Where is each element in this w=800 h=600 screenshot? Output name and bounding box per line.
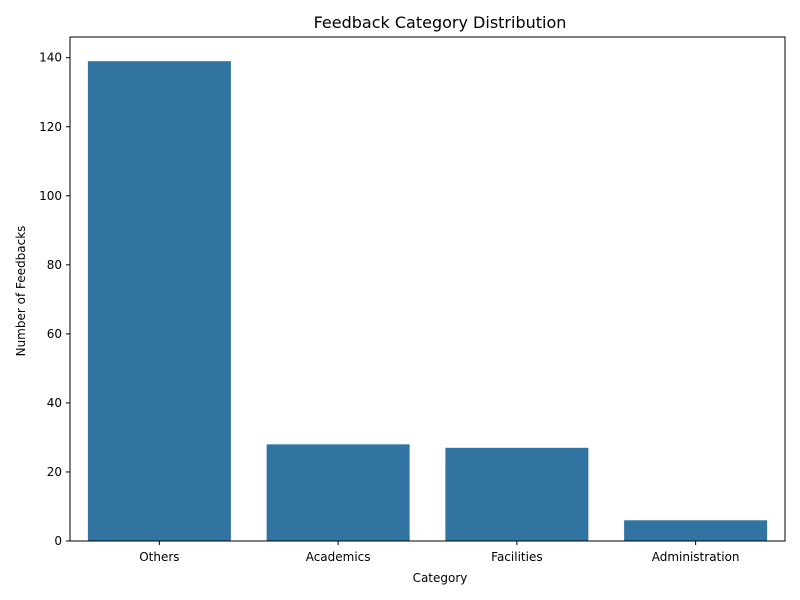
chart-title: Feedback Category Distribution <box>314 13 567 32</box>
y-axis-label: Number of Feedbacks <box>14 226 28 357</box>
bar-administration <box>624 520 768 541</box>
y-tick-label: 40 <box>47 396 62 410</box>
y-tick-label: 140 <box>39 51 62 65</box>
x-tick-label-facilities: Facilities <box>491 550 542 564</box>
bars-group <box>87 61 768 542</box>
plot-frame <box>69 36 786 542</box>
x-tick-label-administration: Administration <box>652 550 740 564</box>
y-tick-label: 80 <box>47 258 62 272</box>
y-axis-ticks: 0 20 40 60 80 100 120 140 <box>39 51 70 548</box>
y-tick-label: 0 <box>54 534 62 548</box>
x-tick-label-others: Others <box>139 550 179 564</box>
bar-academics <box>266 444 410 541</box>
y-tick-label: 60 <box>47 327 62 341</box>
x-axis-ticks: Others Academics Facilities Administration <box>139 541 740 564</box>
bar-facilities <box>445 447 589 541</box>
x-tick-label-academics: Academics <box>306 550 371 564</box>
x-axis-label: Category <box>413 571 468 585</box>
bar-others <box>87 61 231 542</box>
y-tick-label: 20 <box>47 465 62 479</box>
y-tick-label: 100 <box>39 189 62 203</box>
y-tick-label: 120 <box>39 120 62 134</box>
